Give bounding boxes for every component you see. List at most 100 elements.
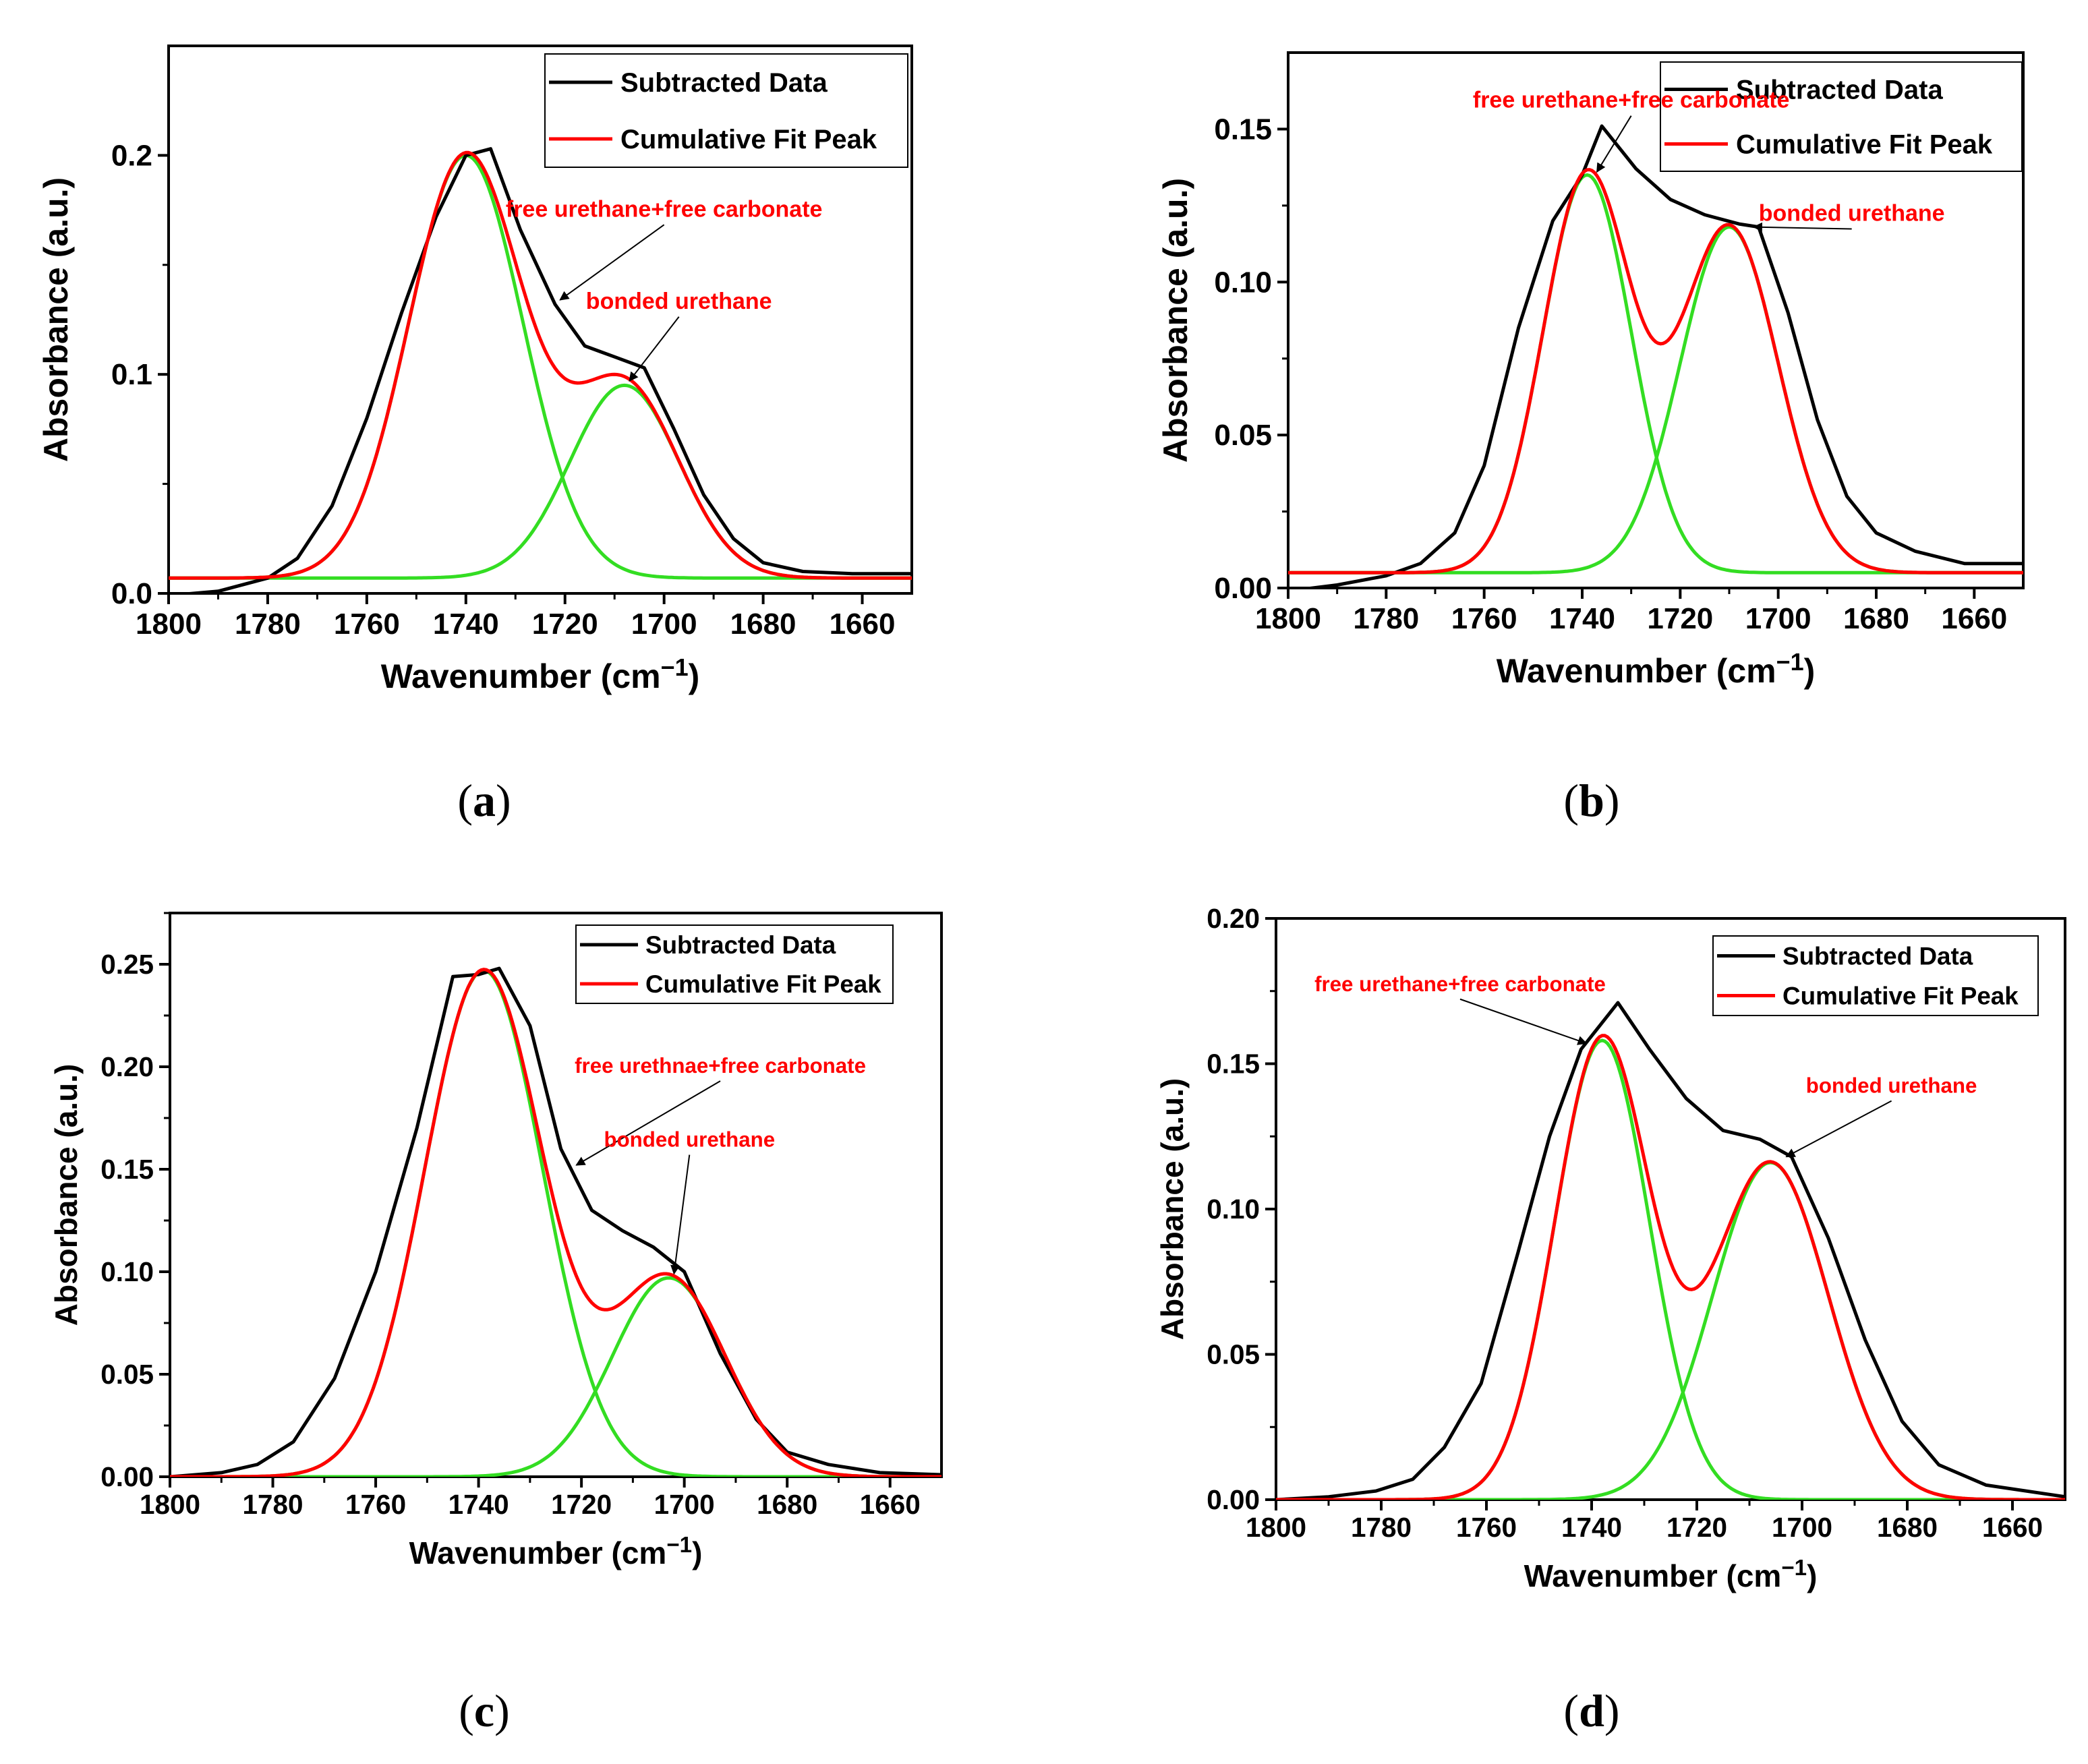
plot-frame <box>167 45 913 595</box>
y-tick-label: 0.00 <box>1214 572 1272 605</box>
y-tick-label: 0.1 <box>111 358 152 391</box>
annotation-label-1: free urethnae+free carbonate <box>575 1054 866 1078</box>
chart-panel-a: 1800 1780 1760 1740 1720 1700 1680 1660 0.0 0.1 0.… <box>37 45 913 826</box>
x-tick-label: 1680 <box>1843 602 1909 635</box>
x-tick-label: 1740 <box>1561 1512 1622 1543</box>
legend: Subtracted Data Cumulative Fit Peak <box>1712 935 2039 1016</box>
y-tick-label: 0.15 <box>1214 113 1272 146</box>
legend: Subtracted Data Cumulative Fit Peak <box>544 53 908 168</box>
legend: Subtracted Data Cumulative Fit Peak <box>1660 61 2023 172</box>
x-tick-label: 1740 <box>433 608 499 641</box>
plot-area <box>170 966 941 1477</box>
annotation-arrow-1 <box>1596 115 1632 173</box>
legend-box <box>544 53 908 168</box>
x-tick-label: 1760 <box>1451 602 1517 635</box>
legend-label: Cumulative Fit Peak <box>1736 130 1993 160</box>
panel-label: (a) <box>457 775 511 826</box>
y-axis-label: Absorbance (a.u.) <box>1155 1078 1190 1341</box>
y-tick-label: 0.10 <box>100 1256 154 1287</box>
x-tick-label: 1760 <box>345 1489 406 1520</box>
y-axis-label: Absorbance (a.u.) <box>37 177 75 462</box>
x-tick-label: 1780 <box>243 1489 303 1520</box>
annotation-arrow-1 <box>1459 998 1588 1045</box>
x-tick-label: 1680 <box>730 608 796 641</box>
x-tick-label: 1660 <box>830 608 896 641</box>
y-tick-label: 0.05 <box>1207 1339 1260 1370</box>
annotation-label-2: bonded urethane <box>586 289 772 314</box>
x-tick-label: 1700 <box>654 1489 715 1520</box>
x-tick-label: 1740 <box>448 1489 509 1520</box>
x-axis-label: Wavenumber (cm−1) <box>1497 648 1816 690</box>
legend-label: Subtracted Data <box>1782 942 1973 970</box>
component-peak-1 <box>1288 173 2023 575</box>
x-tick-label: 1660 <box>860 1489 921 1520</box>
y-axis-label: Absorbance (a.u.) <box>1157 178 1194 463</box>
legend-box <box>1712 935 2039 1016</box>
annotation-arrow-2 <box>670 1154 691 1275</box>
annotation-arrow-1 <box>575 1080 721 1166</box>
x-tick-label: 1720 <box>1647 602 1713 635</box>
x-tick-label: 1800 <box>1255 602 1321 635</box>
legend: Subtracted Data Cumulative Fit Peak <box>575 924 894 1004</box>
annotation-label-1: free urethane+free carbonate <box>1314 972 1606 996</box>
panel-label: (d) <box>1563 1685 1619 1736</box>
component-peak-1 <box>1276 1038 2065 1500</box>
subtracted-data-line <box>1276 1001 2065 1500</box>
cumulative-fit-line <box>1276 1034 2065 1500</box>
x-tick-label: 1800 <box>1246 1512 1306 1543</box>
subtracted-data-line <box>1299 124 2023 588</box>
panel-label: (b) <box>1563 775 1619 826</box>
annotation-arrow-2 <box>1785 1100 1892 1158</box>
x-tick-label: 1660 <box>1941 602 2007 635</box>
y-tick-label: 0.20 <box>100 1051 154 1082</box>
plot-frame <box>1287 51 2025 589</box>
legend-box <box>575 924 894 1004</box>
annotation-arrow-2 <box>629 316 680 382</box>
plot-area <box>1288 124 2023 588</box>
plot-area <box>169 147 912 593</box>
y-tick-label: 0.15 <box>1207 1048 1260 1079</box>
y-tick-label: 0.10 <box>1214 266 1272 299</box>
annotation-arrow-2 <box>1752 222 1852 232</box>
y-tick-label: 0.15 <box>100 1154 154 1185</box>
x-tick-label: 1680 <box>757 1489 817 1520</box>
x-tick-label: 1700 <box>1745 602 1811 635</box>
component-peak-2 <box>1288 225 2023 575</box>
subtracted-data-line <box>173 147 912 593</box>
legend-label: Subtracted Data <box>620 68 828 98</box>
x-tick-label: 1780 <box>1351 1512 1412 1543</box>
legend-label: Cumulative Fit Peak <box>1782 982 2019 1009</box>
x-tick-label: 1760 <box>1456 1512 1517 1543</box>
y-tick-label: 0.0 <box>111 577 152 610</box>
x-tick-label: 1700 <box>631 608 697 641</box>
legend-label: Subtracted Data <box>645 931 836 959</box>
y-tick-label: 0.2 <box>111 139 152 172</box>
cumulative-fit-line <box>1288 168 2023 575</box>
component-peak-2 <box>169 383 912 580</box>
panel-label: (c) <box>459 1685 510 1736</box>
x-tick-label: 1700 <box>1772 1512 1832 1543</box>
x-tick-label: 1740 <box>1549 602 1615 635</box>
annotation-label-1: free urethane+free carbonate <box>506 196 823 222</box>
x-tick-label: 1780 <box>235 608 301 641</box>
x-tick-label: 1760 <box>334 608 400 641</box>
cumulative-fit-line <box>169 150 912 580</box>
cumulative-fit-line <box>170 968 941 1477</box>
x-tick-label: 1720 <box>1666 1512 1727 1543</box>
annotation-label-2: bonded urethane <box>1806 1074 1977 1098</box>
annotation-label-2: bonded urethane <box>604 1128 775 1152</box>
legend-label: Subtracted Data <box>1736 76 1943 105</box>
x-axis-label: Wavenumber (cm−1) <box>409 1533 703 1570</box>
x-tick-label: 1720 <box>551 1489 612 1520</box>
x-tick-label: 1720 <box>532 608 598 641</box>
x-axis-label: Wavenumber (cm−1) <box>381 653 700 695</box>
y-tick-label: 0.20 <box>1207 903 1260 934</box>
y-axis-label: Absorbance (a.u.) <box>49 1064 84 1326</box>
y-tick-label: 0.05 <box>100 1359 154 1390</box>
x-tick-label: 1780 <box>1353 602 1419 635</box>
y-tick-label: 0.00 <box>100 1461 154 1492</box>
legend-label: Cumulative Fit Peak <box>620 125 877 154</box>
chart-panel-b: 1800 1780 1760 1740 1720 1700 1680 1660 0.00 0.05… <box>1157 51 2025 826</box>
y-tick-label: 0.10 <box>1207 1194 1260 1225</box>
